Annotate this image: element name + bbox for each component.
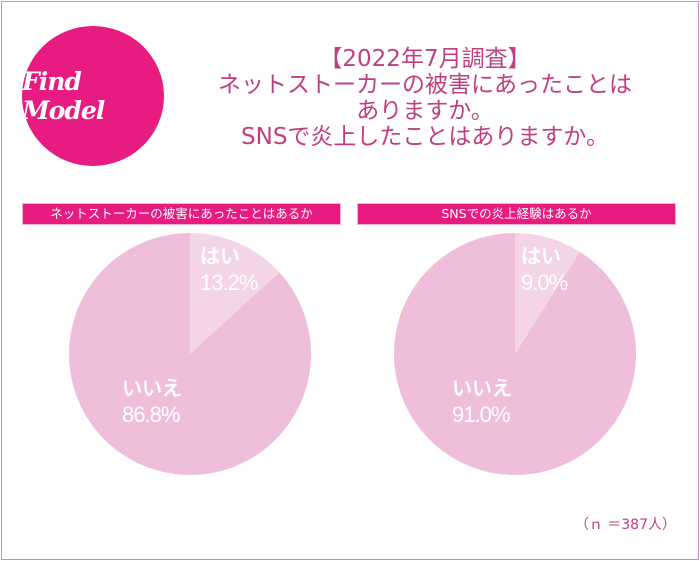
title-line: ありますか。 bbox=[356, 98, 494, 124]
chart-2-slice-no bbox=[393, 233, 636, 476]
chart-1-title: ネットストーカーの被害にあったことはあるか bbox=[22, 203, 341, 225]
title-line: ネットストーカーの被害にあったことは bbox=[218, 72, 632, 98]
page-title: 【2022年7月調査】 ネットストーカーの被害にあったことは ありますか。 SN… bbox=[190, 46, 660, 150]
chart-2-title: SNSでの炎上経験はあるか bbox=[357, 203, 676, 225]
logo-text: Find Model bbox=[22, 67, 105, 125]
chart-2-no-label: いいえ 91.0% bbox=[452, 378, 512, 427]
title-line: SNSで炎上したことはありますか。 bbox=[241, 124, 609, 150]
sample-size-note: （ｎ ＝387人） bbox=[574, 517, 676, 533]
logo: Find Model bbox=[22, 26, 164, 166]
chart-1-slice-no bbox=[68, 233, 311, 475]
chart-2-slice-yes bbox=[515, 233, 580, 354]
chart-2-yes-label: はい 9.0% bbox=[521, 246, 568, 295]
chart-1-slice-yes bbox=[190, 233, 280, 354]
chart-1-no-label: いいえ 86.8% bbox=[122, 378, 182, 427]
title-line: 【2022年7月調査】 bbox=[319, 46, 531, 72]
chart-1-yes-label: はい 13.2% bbox=[200, 246, 258, 295]
